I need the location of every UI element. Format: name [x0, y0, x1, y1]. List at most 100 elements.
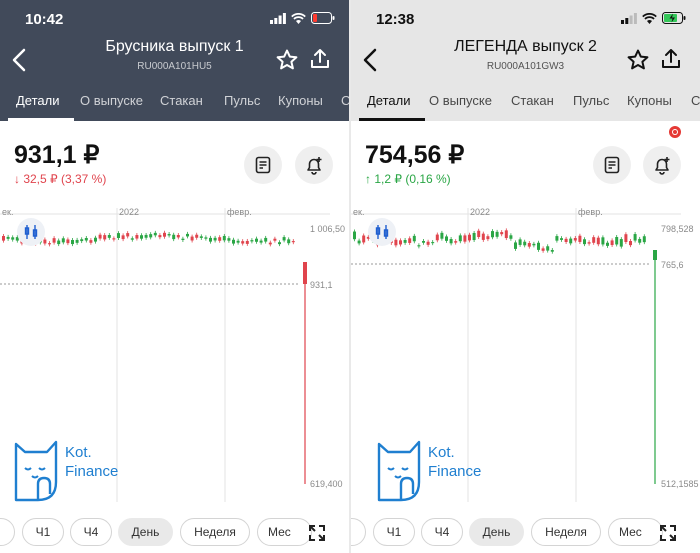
tab-order-book[interactable]: Стакан: [511, 93, 554, 108]
fullscreen-icon[interactable]: [308, 524, 326, 542]
screen-header: 12:38 ЛЕГЕНДА выпуск 2 RU000A101GW3 Дета…: [351, 0, 700, 121]
favorite-star-button[interactable]: [275, 48, 299, 72]
candle: [458, 235, 462, 242]
candle: [144, 234, 148, 238]
period-day[interactable]: День: [469, 518, 524, 546]
candle: [135, 235, 139, 239]
document-icon: [255, 156, 271, 174]
candle: [629, 241, 632, 246]
tab-about-issue[interactable]: О выпуске: [429, 93, 492, 108]
tab-details[interactable]: Детали: [16, 93, 60, 108]
candle: [2, 235, 5, 241]
candle: [11, 237, 15, 240]
candle: [481, 233, 485, 240]
candle: [417, 245, 421, 247]
brand-name: Kot.: [428, 444, 455, 461]
candle: [541, 248, 545, 251]
period-week[interactable]: Неделя: [531, 518, 601, 546]
candle: [204, 237, 208, 239]
price-alert-button[interactable]: [295, 146, 333, 184]
candle: [80, 239, 84, 242]
tab-order-book[interactable]: Стакан: [160, 93, 203, 108]
period-month[interactable]: Меc: [257, 518, 312, 546]
candle: [523, 241, 527, 246]
candle: [103, 235, 107, 240]
period-1h[interactable]: Ч1: [373, 518, 415, 546]
candle: [241, 241, 245, 244]
period-month[interactable]: Меc: [608, 518, 663, 546]
brand-subname: Finance: [65, 463, 119, 480]
period-pill-hidden[interactable]: [0, 518, 15, 546]
candle: [500, 232, 504, 235]
candle: [121, 235, 125, 240]
fullscreen-icon[interactable]: [659, 524, 677, 542]
candle: [527, 243, 531, 247]
report-button[interactable]: [244, 146, 282, 184]
report-button[interactable]: [593, 146, 631, 184]
share-button[interactable]: [308, 47, 332, 71]
kot-finance-watermark: Kot. Finance: [12, 438, 122, 508]
candle: [287, 239, 291, 244]
candle: [624, 234, 628, 242]
period-week[interactable]: Неделя: [180, 518, 250, 546]
candle: [426, 241, 430, 245]
price-chart[interactable]: ек. 2022 февр. 798,528 765,6 512,1585: [351, 202, 700, 510]
candle: [222, 235, 226, 241]
candle: [236, 240, 240, 243]
candle: [615, 237, 619, 245]
period-4h[interactable]: Ч4: [421, 518, 463, 546]
candle: [463, 235, 467, 242]
candle: [278, 242, 281, 245]
tab-details[interactable]: Детали: [367, 93, 411, 108]
candle: [422, 240, 425, 243]
price-chart[interactable]: ек. 2022 февр. 1 006,50 931,1 619,400: [0, 202, 349, 510]
tab-coupons[interactable]: Купоны: [278, 93, 323, 108]
candle: [268, 242, 272, 245]
panel-divider: [349, 0, 351, 553]
tab-about-issue[interactable]: О выпуске: [80, 93, 143, 108]
indicators-button[interactable]: [17, 218, 45, 246]
active-tab-underline: [359, 118, 425, 121]
screen-header: 10:42 Брусника выпуск 1 RU000A101HU5 Дет…: [0, 0, 349, 121]
tab-pulse[interactable]: Пульс: [224, 93, 261, 108]
candle: [606, 242, 609, 246]
candle: [403, 240, 407, 243]
candle: [94, 237, 97, 242]
favorite-star-button[interactable]: [626, 48, 650, 72]
candle: [66, 239, 70, 244]
tab-more[interactable]: С: [691, 93, 700, 108]
period-1h[interactable]: Ч1: [22, 518, 64, 546]
candle: [15, 237, 19, 241]
candle: [560, 238, 563, 240]
tab-pulse[interactable]: Пульс: [573, 93, 610, 108]
candle: [399, 240, 402, 245]
bond-title: Брусника выпуск 1: [105, 38, 244, 55]
candle: [195, 234, 199, 238]
candle: [408, 238, 412, 243]
wifi-icon: [642, 12, 657, 24]
candle: [564, 238, 568, 242]
candle: [587, 242, 591, 244]
tab-more[interactable]: С: [341, 93, 349, 108]
candle: [638, 238, 642, 243]
share-button[interactable]: [659, 47, 683, 71]
candle: [366, 236, 370, 239]
candle: [596, 237, 600, 245]
candle: [357, 240, 361, 244]
indicators-button[interactable]: [368, 218, 396, 246]
x-axis-label: февр.: [578, 207, 603, 217]
price-alert-button[interactable]: [643, 146, 681, 184]
period-day[interactable]: День: [118, 518, 173, 546]
left-bond-screen: 10:42 Брусника выпуск 1 RU000A101HU5 Дет…: [0, 0, 349, 553]
back-button[interactable]: [359, 47, 383, 73]
candle: [394, 239, 398, 246]
candle: [181, 238, 185, 240]
candle: [491, 231, 494, 238]
candle: [245, 240, 249, 244]
back-button[interactable]: [8, 47, 32, 73]
x-axis-label: ек.: [353, 207, 364, 217]
signal-icon: [621, 12, 637, 24]
period-pill-hidden[interactable]: [351, 518, 366, 546]
period-4h[interactable]: Ч4: [70, 518, 112, 546]
tab-coupons[interactable]: Купоны: [627, 93, 672, 108]
